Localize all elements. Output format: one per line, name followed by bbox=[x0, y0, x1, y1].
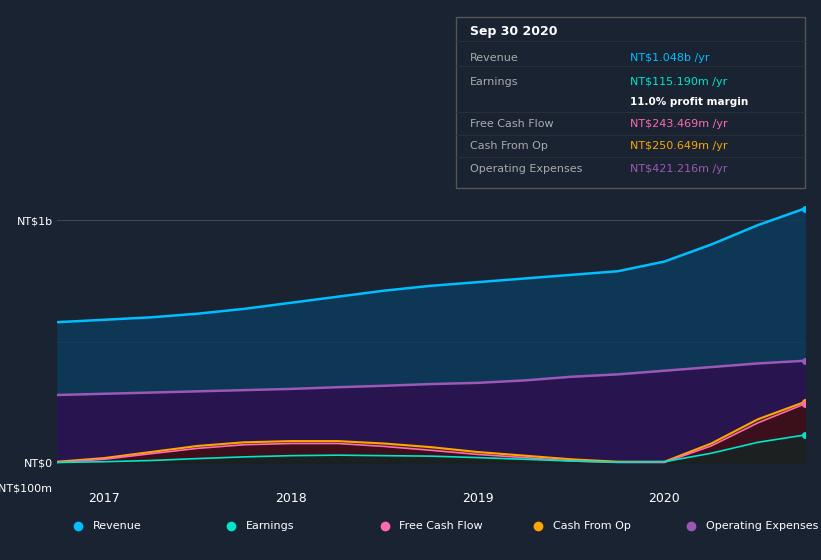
Text: Cash From Op: Cash From Op bbox=[553, 521, 631, 531]
Text: Earnings: Earnings bbox=[246, 521, 295, 531]
Text: Revenue: Revenue bbox=[470, 53, 518, 63]
Text: NT$250.649m /yr: NT$250.649m /yr bbox=[631, 142, 727, 152]
Text: 11.0% profit margin: 11.0% profit margin bbox=[631, 97, 749, 107]
Text: Cash From Op: Cash From Op bbox=[470, 142, 548, 152]
Text: Operating Expenses: Operating Expenses bbox=[706, 521, 819, 531]
Text: NT$243.469m /yr: NT$243.469m /yr bbox=[631, 119, 727, 129]
Text: NT$115.190m /yr: NT$115.190m /yr bbox=[631, 77, 727, 87]
Text: Earnings: Earnings bbox=[470, 77, 518, 87]
Text: Free Cash Flow: Free Cash Flow bbox=[400, 521, 483, 531]
Text: Revenue: Revenue bbox=[93, 521, 141, 531]
Text: NT$421.216m /yr: NT$421.216m /yr bbox=[631, 164, 727, 174]
Text: Free Cash Flow: Free Cash Flow bbox=[470, 119, 553, 129]
Text: NT$1.048b /yr: NT$1.048b /yr bbox=[631, 53, 709, 63]
Text: Sep 30 2020: Sep 30 2020 bbox=[470, 25, 557, 38]
Text: Operating Expenses: Operating Expenses bbox=[470, 164, 582, 174]
